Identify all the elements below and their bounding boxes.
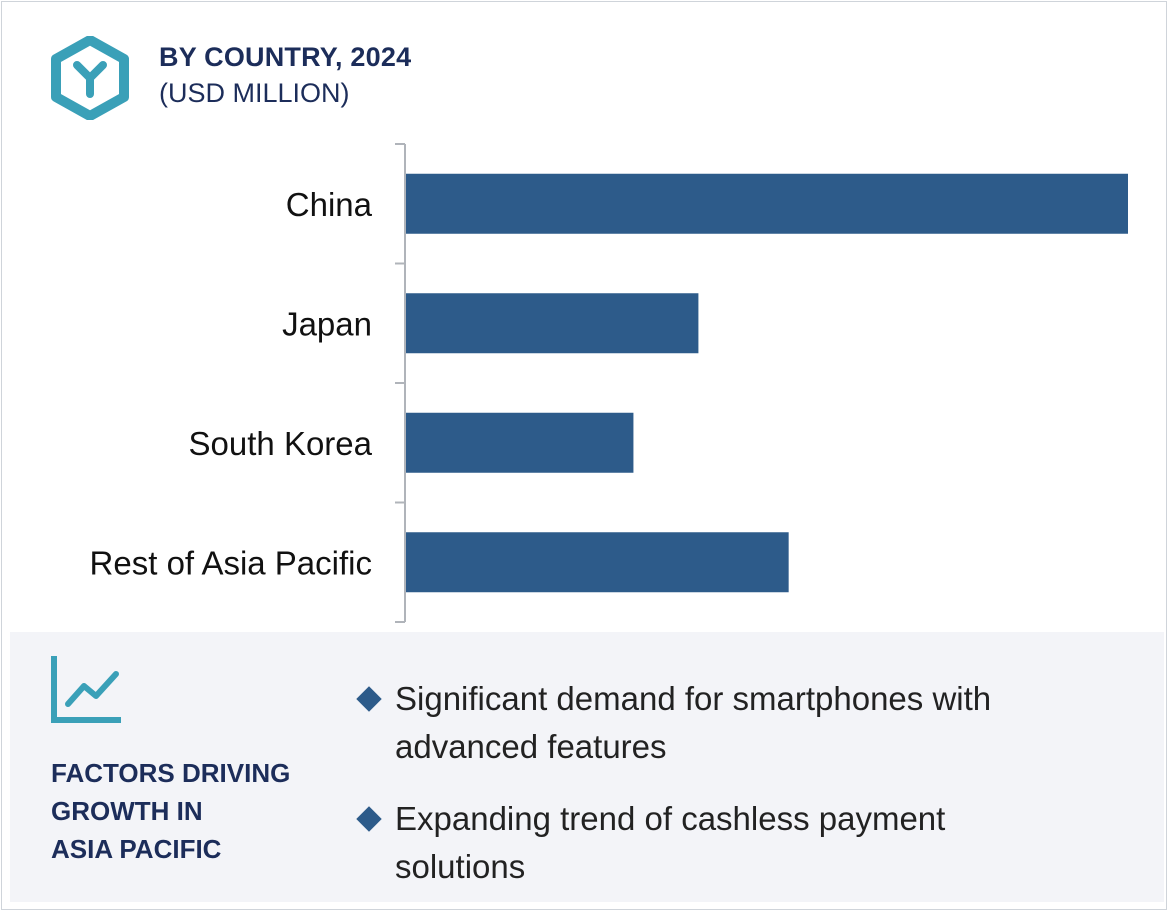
factor-item: Significant demand for smartphones with … [356, 675, 1080, 771]
bar-south-korea [406, 412, 634, 473]
factors-title: FACTORS DRIVING GROWTH IN ASIA PACIFIC [51, 758, 291, 864]
bar-chart: China Japan South Korea Rest of Asia Pacifi… [90, 143, 1128, 623]
line-chart-icon [51, 656, 121, 723]
hexagon-y-logo-icon [51, 36, 129, 120]
factors-panel: FACTORS DRIVING GROWTH IN ASIA PACIFIC S… [10, 632, 1164, 902]
chart-subtitle: (USD MILLION) [159, 78, 350, 108]
bar-japan [406, 293, 699, 354]
factor-item: Expanding trend of cashless payment solu… [356, 795, 1080, 891]
category-label: China [286, 186, 373, 223]
category-label: Japan [282, 305, 372, 342]
category-label: South Korea [189, 425, 373, 462]
diamond-bullet-icon [356, 806, 382, 832]
factor-text: Significant demand for smartphones with … [395, 680, 992, 765]
factor-text: Expanding trend of cashless payment solu… [395, 800, 946, 885]
category-label: Rest of Asia Pacific [90, 544, 372, 581]
chart-title: BY COUNTRY, 2024 [159, 42, 412, 72]
bar-rest-of-asia-pacific [406, 532, 789, 593]
diamond-bullet-icon [356, 686, 382, 712]
bar-china [406, 173, 1128, 234]
